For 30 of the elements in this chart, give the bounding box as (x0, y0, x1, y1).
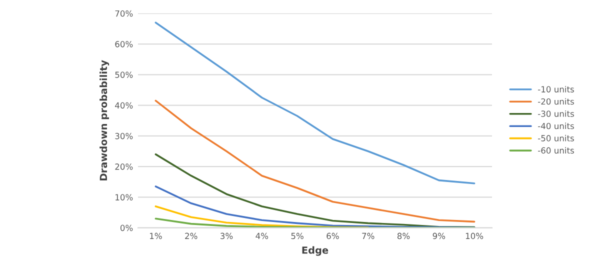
x-tick-label: 9% (432, 232, 446, 240)
line-series (154, 205, 370, 228)
x-tick-label: 7% (362, 232, 374, 240)
y-axis-title: Drawdown probability (100, 60, 110, 180)
legend-label: -50 units (538, 134, 574, 142)
line-series (154, 22, 476, 184)
legend-label: -60 units (538, 147, 574, 154)
legend-label: -30 units (538, 110, 574, 117)
legend-label: -20 units (538, 98, 574, 105)
x-axis-title: Edge (302, 246, 328, 256)
line-series (154, 186, 476, 228)
y-tick-label: 40% (115, 102, 133, 109)
x-tick-label: 10% (466, 232, 484, 240)
y-tick-label: 30% (115, 132, 133, 140)
y-tick-label: 10% (116, 194, 133, 200)
legend-label: -10 units (538, 86, 574, 92)
legend-label: -40 units (538, 122, 574, 130)
x-tick-label: 1% (150, 232, 162, 240)
y-tick-label: 0% (120, 224, 133, 232)
x-tick-label: 2% (185, 232, 198, 240)
x-tick-label: 4% (256, 232, 268, 240)
x-tick-label: 6% (326, 232, 339, 240)
y-tick-label: 50% (115, 72, 133, 78)
x-tick-label: 5% (291, 232, 304, 240)
x-tick-label: 3% (220, 232, 233, 240)
y-tick-label: 70% (115, 10, 133, 17)
y-tick-label: 20% (115, 164, 133, 170)
y-tick-label: 60% (115, 41, 133, 48)
x-tick-label: 8% (397, 232, 410, 240)
line-series (154, 100, 476, 223)
